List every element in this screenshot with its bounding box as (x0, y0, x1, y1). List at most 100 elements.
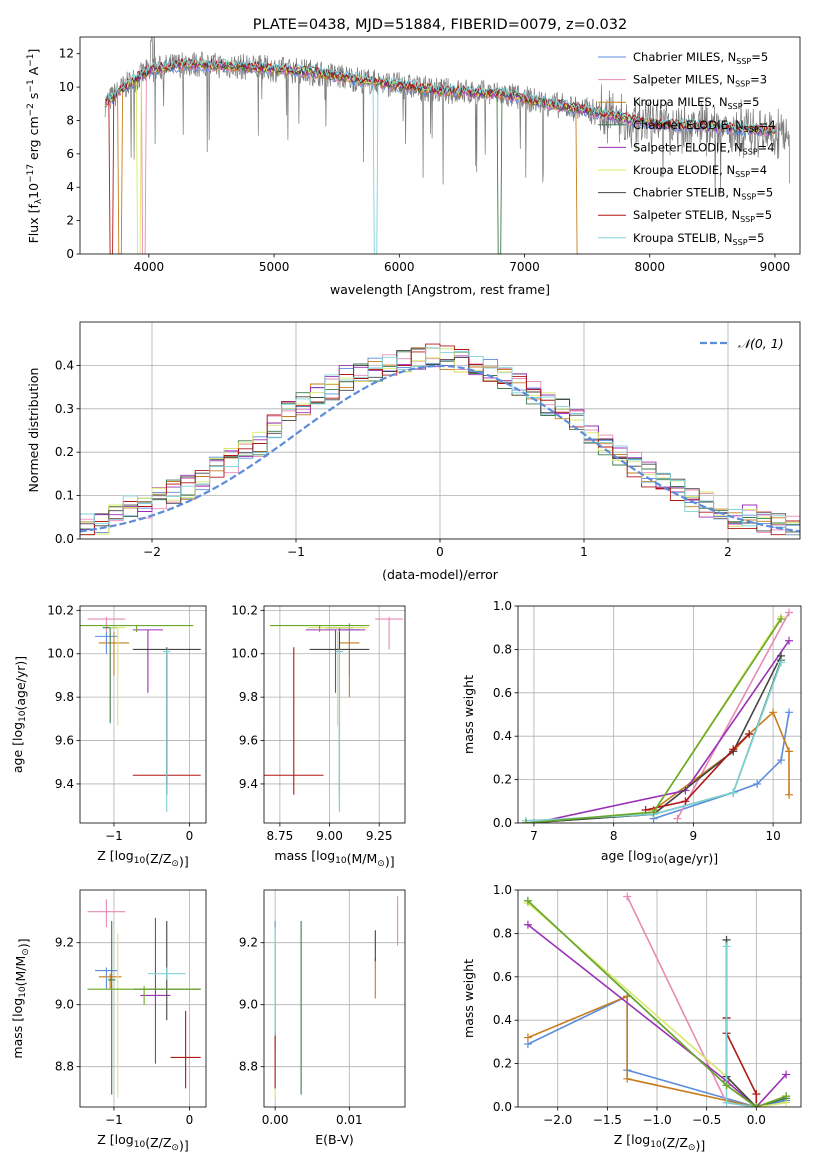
text-part: (Z/Z (145, 1135, 171, 1150)
plot-area (80, 890, 206, 1107)
weight-marker (673, 814, 682, 823)
mass-vs-ebv-axes: 0.00 0.01 8.8 9.0 9.2 E(B-V) (239, 889, 406, 1147)
legend-subscript: SSP (728, 102, 743, 111)
y-tick-label: 9.2 (55, 936, 74, 950)
y-tick-label: 0.0 (493, 816, 512, 830)
x-axis-label: age [log10(age/yr)] (601, 848, 718, 866)
legend-text: Salpeter MILES, N (633, 73, 735, 87)
legend-text: =5 (751, 50, 768, 64)
y-label-part: −1 (26, 79, 36, 92)
text-part: (age/yr)] (663, 851, 718, 866)
subscript: 10 (335, 856, 347, 866)
x-tick-label: 0 (186, 829, 194, 843)
x-tick-label: 2 (724, 545, 732, 559)
subscript: 10 (652, 856, 664, 866)
y-tick-label: 0.2 (55, 445, 74, 459)
text-part: age [log (601, 848, 652, 863)
spectrum-axes: PLATE=0438, MJD=51884, FIBERID=0079, z=0… (26, 17, 801, 297)
weight-marker (785, 747, 794, 756)
spectrum-title: PLATE=0438, MJD=51884, FIBERID=0079, z=0… (253, 17, 627, 33)
legend-subscript: SSP (740, 215, 755, 224)
y-label-part: ] (26, 49, 41, 54)
x-tick-label: 8 (610, 829, 618, 843)
text-part: )] (179, 1138, 189, 1153)
y-label-part: 10 (26, 183, 41, 199)
x-tick-label: −1.0 (642, 1113, 671, 1127)
y-tick-label: 9.4 (239, 777, 258, 791)
y-tick-label: 0.2 (493, 773, 512, 787)
weight-marker (752, 1103, 761, 1107)
y-tick-label: 0.1 (55, 489, 74, 503)
x-tick-label: 8000 (634, 260, 665, 274)
legend-text: Kroupa STELIB, N (633, 231, 733, 245)
x-axis-label: Z [log10(Z/Z⊙)] (97, 1132, 188, 1153)
y-tick-label: 9.2 (239, 936, 258, 950)
legend-subscript: SSP (743, 147, 758, 156)
weight-line (645, 733, 750, 811)
weight-marker (777, 756, 786, 765)
y-tick-label: 10.0 (47, 647, 74, 661)
x-tick-label: −1 (287, 545, 305, 559)
y-tick-label: 0.8 (493, 926, 512, 940)
y-tick-label: 0.6 (493, 970, 512, 984)
weight-marker (777, 615, 786, 624)
legend-text: Kroupa ELODIE, N (633, 163, 735, 177)
legend-label: 𝒩(0, 1) (738, 336, 784, 351)
weight-marker (623, 892, 632, 901)
legend-text: =5 (756, 186, 773, 200)
x-tick-label: 0 (186, 1113, 194, 1127)
y-tick-label: 1.0 (493, 883, 512, 897)
x-tick-label: 6000 (384, 260, 415, 274)
y-label-part: Flux [f (26, 204, 41, 244)
subscript: 10 (134, 856, 146, 866)
text-part: )] (16, 938, 31, 948)
legend-label: Kroupa STELIB, NSSP=5 (633, 231, 764, 247)
weight-marker (722, 942, 731, 951)
x-axis-label: wavelength [Angstrom, rest frame] (330, 282, 550, 297)
y-tick-label: 0 (66, 247, 74, 261)
model-spectrum-line (104, 60, 580, 254)
text-part: (Z/Z (662, 1135, 688, 1150)
weight-marker (523, 896, 532, 905)
y-tick-label: 1.0 (493, 599, 512, 613)
y-tick-label: 9.4 (55, 777, 74, 791)
age-vs-mass-axes: 8.75 9.00 9.25 9.4 9.6 9.8 10.0 10.2 mass [log10… (231, 603, 406, 869)
y-label-part: −17 (26, 164, 36, 183)
axes-frame (79, 321, 801, 540)
y-tick-label: 0.4 (493, 1013, 512, 1027)
weight-marker (523, 1033, 532, 1042)
x-axis-label: Z [log10(Z/Z⊙)] (614, 1132, 705, 1153)
legend-label: Kroupa MILES, NSSP=5 (633, 95, 759, 111)
y-axis-label: Flux [fλ10−17 erg cm−2 s−1 A−1] (26, 49, 44, 244)
y-tick-label: 0.4 (493, 729, 512, 743)
mass-vs-Z-axes: −1 08.89.09.2Z [log10(Z/Z⊙)]mass [log10(M… (10, 889, 207, 1153)
text-part: Z [log (614, 1132, 650, 1147)
weight-marker (753, 779, 762, 788)
text-part: Z [log (97, 1132, 133, 1147)
x-tick-label: 9 (690, 829, 698, 843)
plot-area (80, 606, 206, 823)
weight-marker (523, 920, 532, 929)
y-tick-label: 0.8 (493, 642, 512, 656)
x-tick-label: 0 (436, 545, 444, 559)
legend-subscript: SSP (736, 57, 751, 66)
legend-label: Chabrier MILES, NSSP=5 (633, 50, 768, 66)
weight-line (725, 939, 757, 1107)
axes-frame (263, 605, 406, 824)
y-tick-label: 9.0 (239, 998, 258, 1012)
y-tick-label: 10 (59, 80, 74, 94)
plot-area (518, 606, 801, 823)
weight-marker (785, 790, 794, 799)
legend-text: =3 (750, 73, 767, 87)
legend-text: =5 (743, 95, 760, 109)
x-tick-label: −0.5 (692, 1113, 721, 1127)
x-tick-label: 4000 (134, 260, 165, 274)
model-spectrum-line (104, 56, 776, 254)
y-tick-label: 6 (66, 147, 74, 161)
legend-text: =4 (758, 140, 775, 154)
weight-marker (777, 658, 786, 667)
legend-text: Salpeter STELIB, N (633, 208, 740, 222)
